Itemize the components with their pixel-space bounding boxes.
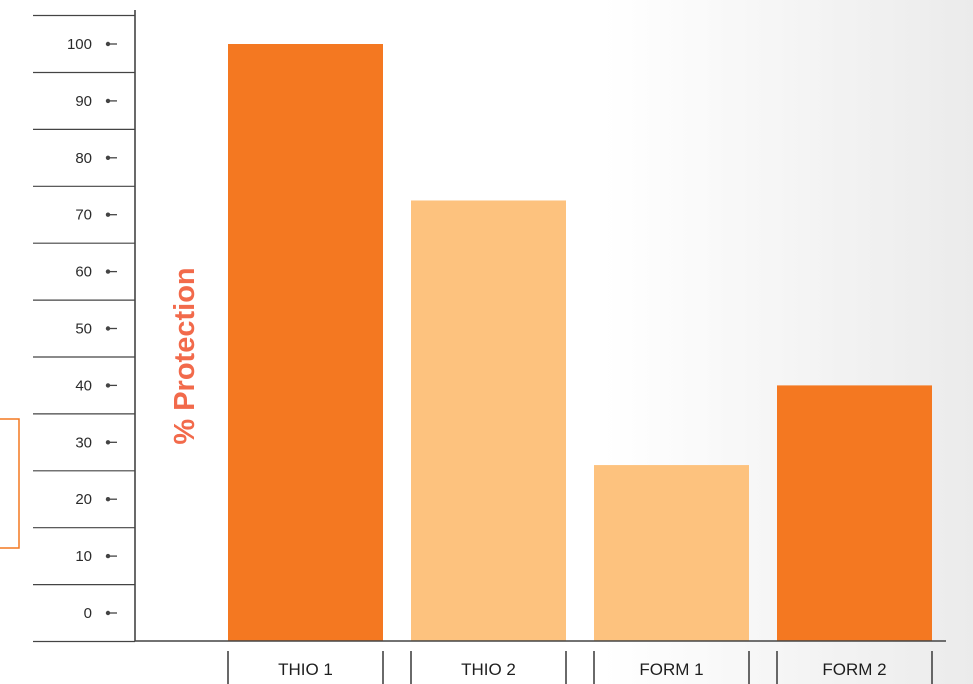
x-axis-categories: THIO 1 THIO 2 FORM 1 FORM 2: [227, 651, 933, 684]
y-tick-label: 0: [84, 605, 92, 622]
y-tick-label: 60: [75, 264, 92, 281]
decorative-bracket: [0, 418, 20, 549]
y-tick-label: 10: [75, 548, 92, 565]
y-tick-label: 70: [75, 207, 92, 224]
x-category-label: THIO 1: [278, 660, 333, 679]
x-category-label: FORM 2: [822, 660, 886, 679]
y-axis-label: % Protection: [169, 267, 201, 444]
bar-thio-1: [228, 44, 383, 641]
y-axis-ticks: 0 10 20 30 40 50 60 70 80 90 100: [33, 14, 135, 643]
bars: [228, 44, 932, 641]
y-tick-label: 90: [75, 93, 92, 110]
bar-form-2: [777, 385, 932, 641]
y-tick-label: 30: [75, 434, 92, 451]
y-tick-label: 50: [75, 321, 92, 338]
y-tick-label: 100: [67, 36, 92, 53]
bar-form-1: [594, 465, 749, 641]
bar-thio-2: [411, 200, 566, 641]
y-tick-label: 40: [75, 377, 92, 394]
y-tick-label: 80: [75, 150, 92, 167]
y-tick-label: 20: [75, 491, 92, 508]
x-category-label: THIO 2: [461, 660, 516, 679]
x-category-label: FORM 1: [639, 660, 703, 679]
